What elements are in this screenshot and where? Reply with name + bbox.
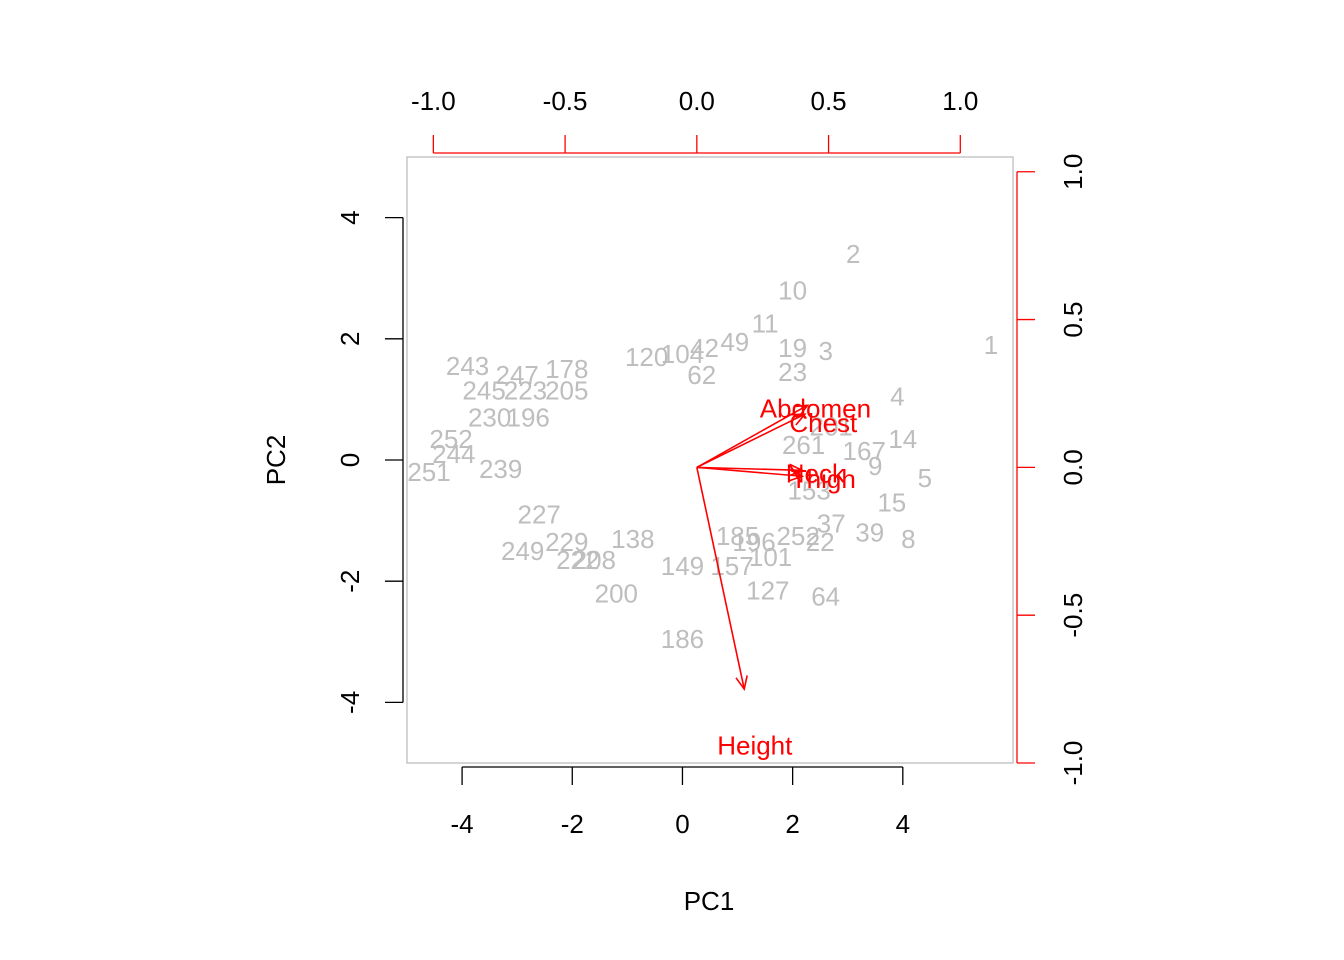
observation-label: 22 [806,527,835,557]
observation-label: 11 [752,309,779,339]
observation-label: 42 [690,333,719,363]
observation-label: 208 [573,545,616,575]
y-axis-right: -1.0 -0.5 0.0 0.5 1.0 [1016,154,1088,786]
x-axis-title: PC1 [684,886,735,916]
observation-label: 244 [432,439,475,469]
top-tick-label: 1.0 [942,86,978,116]
loading-arrow-head [790,413,807,426]
observation-label: 245 [462,375,505,405]
x-tick-label: 4 [896,809,910,839]
observation-label: 39 [855,518,884,548]
observation-label: 62 [687,360,716,390]
observation-label: 230 [468,403,511,433]
x-tick-label: -2 [561,809,584,839]
x-axis-top: -1.0 -0.5 0.0 0.5 1.0 [411,86,978,154]
observation-label: 127 [746,575,789,605]
loading-arrow [696,413,806,469]
observation-label: 178 [545,354,588,384]
observation-label: 247 [495,360,538,390]
observation-label: 5 [918,463,932,493]
observation-label: 149 [661,551,704,581]
loading-arrow [696,466,803,472]
observation-label: 64 [811,581,840,611]
loading-arrow-head [788,463,805,477]
observation-label: 205 [545,375,588,405]
observation-label: 186 [661,624,704,654]
right-tick-label: 1.0 [1058,154,1088,190]
observation-label: 9 [868,451,882,481]
observation-label: 201 [810,412,853,442]
observation-label: 167 [843,436,886,466]
loading-label: Thigh [791,464,856,494]
loading-label: Height [717,730,793,760]
observation-label: 222 [556,545,599,575]
top-tick-label: -0.5 [543,86,588,116]
y-tick-label: 0 [335,453,365,467]
observation-label: 19 [778,333,807,363]
observation-label: 3 [818,336,832,366]
observation-label: 4 [890,381,904,411]
y-tick-label: -4 [335,691,365,714]
observation-label: 2 [846,239,860,269]
y-axis-title: PC2 [261,435,291,486]
right-tick-label: -0.5 [1058,593,1088,638]
observation-label: 223 [504,375,547,405]
x-tick-label: 2 [785,809,799,839]
observation-label: 14 [888,424,917,454]
loading-label: Chest [789,408,858,438]
observation-label: 185 [716,521,759,551]
observation-label: 249 [501,536,544,566]
observation-label: 153 [787,475,830,505]
observation-label: 261 [782,430,825,460]
loading-arrow-head [788,468,805,482]
observation-label: 229 [545,527,588,557]
x-tick-label: 0 [675,809,689,839]
top-tick-label: 0.0 [679,86,715,116]
observation-label: 239 [479,454,522,484]
observation-label: 23 [778,357,807,387]
right-tick-label: -1.0 [1058,741,1088,786]
observation-label: 138 [611,524,654,554]
observation-label: 252 [776,521,819,551]
observation-label: 252 [429,424,472,454]
observation-label: 101 [749,542,792,572]
loading-arrow [696,466,803,478]
loading-arrow-head [735,675,748,692]
observation-label: 196 [507,403,550,433]
y-tick-label: 4 [335,210,365,224]
observation-label: 196 [732,527,775,557]
observation-label: 37 [817,509,846,539]
observation-label: 15 [877,487,906,517]
observation-label: 227 [518,500,561,530]
y-axis-left: -4 -2 0 2 4 [335,210,404,714]
top-tick-label: 0.5 [810,86,846,116]
observation-label: 49 [720,327,749,357]
loading-arrow [696,404,808,469]
loading-arrow-head [793,404,810,418]
plot-frame [406,156,1014,764]
observation-label: 8 [901,524,915,554]
right-tick-label: 0.5 [1058,302,1088,338]
y-tick-label: -2 [335,570,365,593]
observation-label: 10 [778,275,807,305]
right-tick-label: 0.0 [1058,449,1088,485]
loading-label: Abdomen [760,393,871,423]
observation-label: 200 [595,578,638,608]
loading-arrow [696,467,746,690]
observation-label: 1 [984,330,998,360]
observation-label: 243 [446,351,489,381]
x-axis-bottom: -4 -2 0 2 4 [451,766,910,839]
observation-label: 251 [407,457,450,487]
observation-label: 120 [625,342,668,372]
observation-label: 104 [661,339,704,369]
x-tick-label: -4 [451,809,474,839]
top-tick-label: -1.0 [411,86,456,116]
y-tick-label: 2 [335,332,365,346]
